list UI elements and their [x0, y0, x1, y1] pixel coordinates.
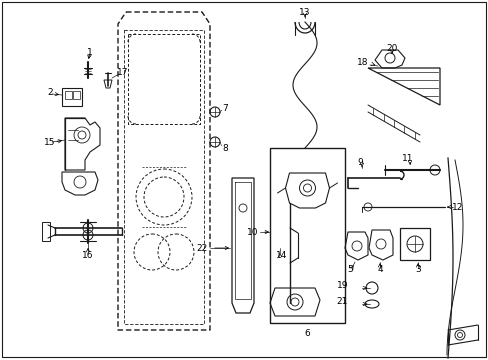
Bar — [62, 88, 82, 106]
Bar — [399, 228, 429, 260]
Text: 1: 1 — [87, 48, 93, 57]
Text: 18: 18 — [356, 58, 367, 67]
Text: 2: 2 — [47, 87, 53, 96]
Text: 22: 22 — [196, 243, 207, 252]
Text: 16: 16 — [82, 251, 94, 260]
Text: 11: 11 — [402, 153, 413, 162]
Text: 20: 20 — [386, 44, 397, 53]
Text: 4: 4 — [376, 266, 382, 274]
Bar — [42, 222, 50, 241]
Text: 21: 21 — [336, 297, 347, 306]
Text: 12: 12 — [451, 202, 463, 212]
Text: 5: 5 — [346, 266, 352, 274]
Text: 19: 19 — [336, 282, 347, 291]
Text: 15: 15 — [44, 138, 56, 147]
Text: 7: 7 — [222, 104, 227, 113]
Bar — [65, 91, 72, 99]
Text: 13: 13 — [299, 8, 310, 17]
Text: 6: 6 — [304, 328, 310, 338]
Bar — [73, 91, 80, 99]
Bar — [269, 148, 345, 323]
Text: 10: 10 — [246, 228, 258, 237]
Text: 9: 9 — [356, 158, 362, 166]
Text: 3: 3 — [414, 266, 420, 274]
Text: 17: 17 — [117, 68, 128, 77]
Text: 8: 8 — [222, 144, 227, 153]
Text: 14: 14 — [275, 251, 287, 260]
